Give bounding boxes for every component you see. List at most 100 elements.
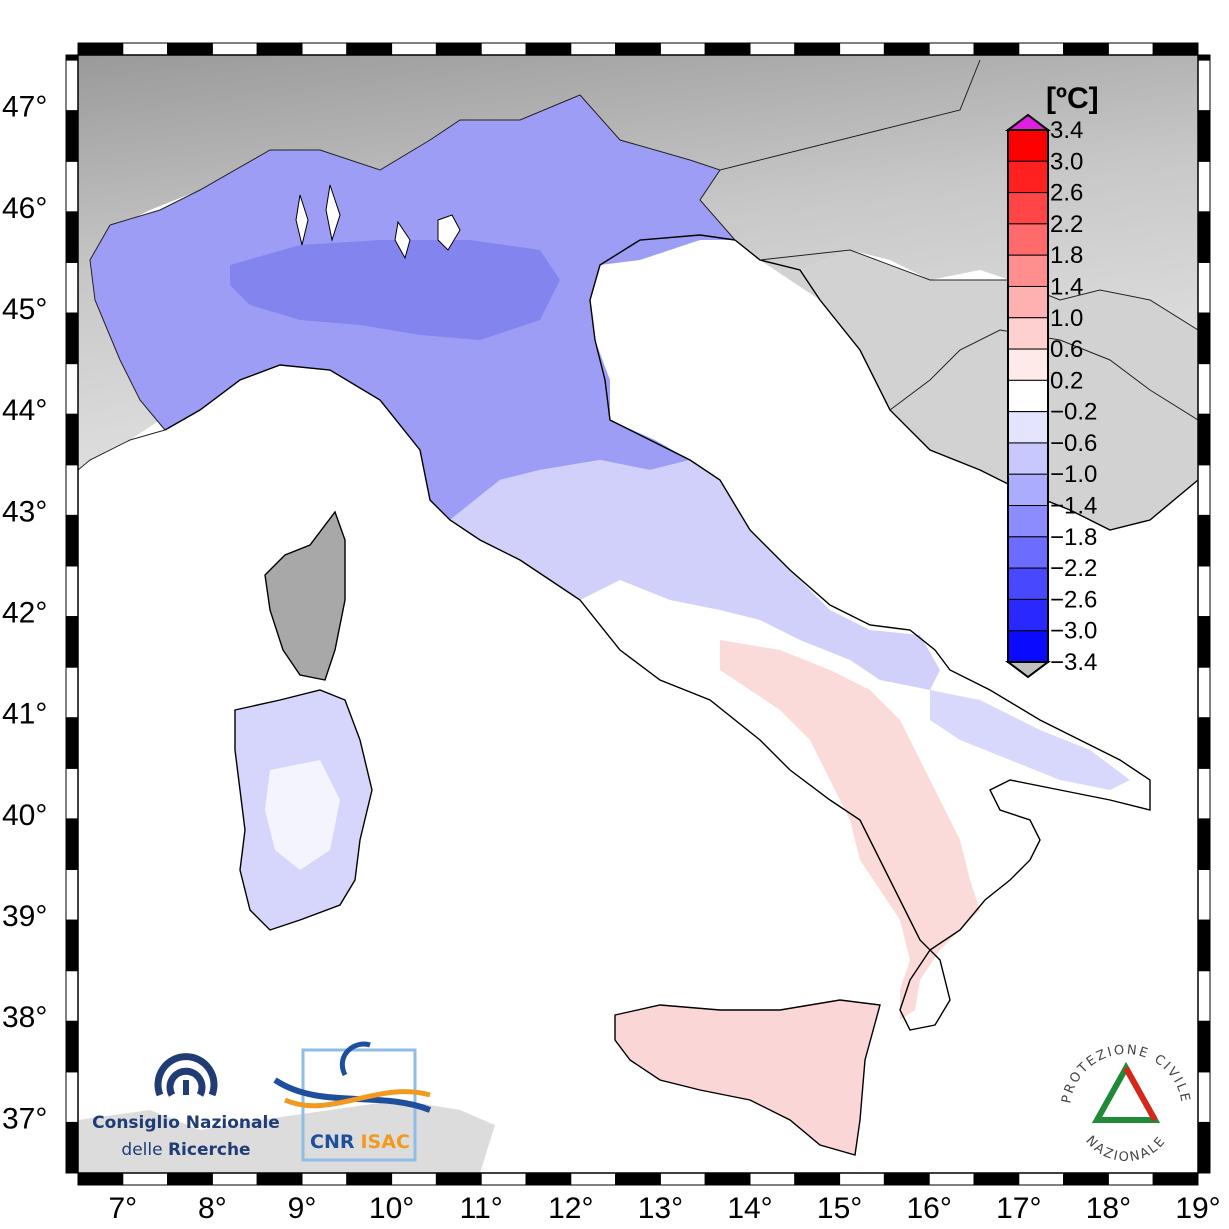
frame-segment bbox=[794, 1172, 841, 1186]
cnr-logo: Consiglio Nazionale delle Ricerche bbox=[92, 1053, 280, 1160]
frame-segment bbox=[794, 42, 841, 56]
frame-segment bbox=[749, 42, 796, 56]
frame-segment bbox=[256, 1172, 303, 1186]
colorbar-swatch bbox=[1007, 442, 1049, 475]
longitude-tick-label: 16° bbox=[907, 1192, 952, 1225]
frame-segment bbox=[435, 42, 482, 56]
frame-segment bbox=[65, 54, 79, 61]
anomaly-central-italy bbox=[450, 460, 940, 690]
latitude-tick-label: 43° bbox=[2, 495, 47, 528]
frame-segment bbox=[1197, 464, 1211, 516]
frame-segment bbox=[65, 666, 79, 719]
longitude-tick-label: 7° bbox=[108, 1192, 137, 1225]
colorbar-tick-label: 3.4 bbox=[1050, 117, 1083, 144]
frame-segment bbox=[1197, 261, 1211, 314]
colorbar-swatch bbox=[1007, 129, 1049, 162]
latitude-tick-label: 42° bbox=[2, 596, 47, 629]
anomaly-south-italy bbox=[720, 640, 980, 1020]
colorbar-tick-label: −1.8 bbox=[1050, 524, 1097, 551]
frame-segment bbox=[1107, 1172, 1154, 1186]
frame-segment bbox=[65, 1020, 79, 1073]
frame-segment bbox=[928, 1172, 975, 1186]
longitude-tick-label: 14° bbox=[727, 1192, 772, 1225]
colorbar-tick-label: 1.0 bbox=[1050, 305, 1083, 332]
frame-segment bbox=[77, 1172, 124, 1186]
frame-segment bbox=[525, 1172, 572, 1186]
latitude-tick-label: 46° bbox=[2, 192, 47, 225]
colorbar-under-arrow bbox=[1005, 661, 1051, 679]
frame-segment bbox=[1063, 42, 1109, 56]
colorbar-tick-label: −3.4 bbox=[1050, 649, 1097, 676]
frame-segment bbox=[973, 42, 1020, 56]
colorbar-tick-label: −1.4 bbox=[1050, 493, 1097, 520]
frame-segment bbox=[1197, 514, 1211, 567]
frame-segment bbox=[256, 42, 303, 56]
frame-segment bbox=[65, 261, 79, 314]
longitude-tick-labels: 7° 8° 9° 10° 11° 12° 13° 14° 15° 16° 17° 18° 19° bbox=[108, 1192, 1220, 1225]
frame-segment bbox=[1197, 59, 1211, 112]
frame-segment bbox=[346, 42, 393, 56]
frame-segment bbox=[1197, 868, 1211, 921]
frame-segment bbox=[65, 565, 79, 618]
anomaly-sardinia-center bbox=[265, 760, 340, 870]
frame-segment bbox=[65, 464, 79, 516]
longitude-tick-label: 17° bbox=[996, 1192, 1041, 1225]
frame-segment bbox=[1197, 413, 1211, 466]
isac-logo: CNR ISAC bbox=[273, 1041, 432, 1162]
colorbar-swatch bbox=[1007, 317, 1049, 350]
frame-segment bbox=[1197, 363, 1211, 415]
colorbar-tick-label: 1.4 bbox=[1050, 273, 1083, 300]
frame-segment bbox=[1107, 42, 1154, 56]
colorbar-swatch bbox=[1007, 505, 1049, 538]
colorbar-tick-label: 2.6 bbox=[1050, 180, 1083, 207]
frame-segment bbox=[1197, 565, 1211, 618]
frame-segment bbox=[65, 413, 79, 466]
frame-segment bbox=[480, 1172, 527, 1186]
frame-segment bbox=[1197, 110, 1211, 162]
frame-segment bbox=[1197, 616, 1211, 668]
colorbar-tick-label: −0.2 bbox=[1050, 399, 1097, 426]
frame-segment bbox=[1197, 970, 1211, 1022]
relief-balkans bbox=[760, 250, 1198, 530]
frame-segment bbox=[615, 1172, 661, 1186]
coastlines bbox=[164, 234, 1198, 1156]
latitude-tick-label: 41° bbox=[2, 698, 47, 731]
frame-segment bbox=[749, 1172, 796, 1186]
frame-segment bbox=[1197, 1020, 1211, 1073]
longitude-tick-label: 10° bbox=[369, 1192, 414, 1225]
frame-segment bbox=[659, 1172, 706, 1186]
colorbar-tick-label: 1.8 bbox=[1050, 242, 1083, 269]
frame-segment bbox=[1197, 1121, 1211, 1174]
colorbar-swatch bbox=[1007, 379, 1049, 413]
frame-segment bbox=[391, 1172, 437, 1186]
frame-segment bbox=[65, 1071, 79, 1123]
frame-segment bbox=[65, 211, 79, 263]
colorbar-tick-label: 0.2 bbox=[1050, 367, 1083, 394]
colorbar-tick-label: −2.2 bbox=[1050, 555, 1097, 582]
colorbar-tick-label: −0.6 bbox=[1050, 430, 1097, 457]
longitude-tick-label: 9° bbox=[288, 1192, 317, 1225]
colorbar-tick-label: −3.0 bbox=[1050, 618, 1097, 645]
frame-segment bbox=[65, 970, 79, 1022]
frame-segment bbox=[704, 1172, 751, 1186]
frame-segment bbox=[301, 42, 348, 56]
colorbar-unit: [ºC] bbox=[1046, 82, 1099, 115]
frame-segment bbox=[1152, 42, 1199, 56]
anomaly-sicily bbox=[615, 1000, 880, 1155]
frame-segment bbox=[883, 42, 930, 56]
frame-segment bbox=[65, 59, 79, 112]
colorbar-swatch bbox=[1007, 160, 1049, 194]
frame-segment bbox=[1197, 211, 1211, 263]
colorbar-swatch bbox=[1007, 536, 1049, 569]
map-border bbox=[77, 54, 1199, 1174]
longitude-tick-label: 11° bbox=[460, 1192, 503, 1225]
colorbar-tick-label: −2.6 bbox=[1050, 586, 1097, 613]
frame-segment bbox=[167, 1172, 213, 1186]
colorbar-over-arrow bbox=[1005, 113, 1051, 131]
colorbar-swatch bbox=[1007, 285, 1049, 319]
isac-label: CNR ISAC bbox=[310, 1131, 410, 1153]
colorbar-swatch bbox=[1007, 473, 1049, 507]
frame-segment bbox=[77, 42, 124, 56]
frame-segment bbox=[1063, 1172, 1109, 1186]
